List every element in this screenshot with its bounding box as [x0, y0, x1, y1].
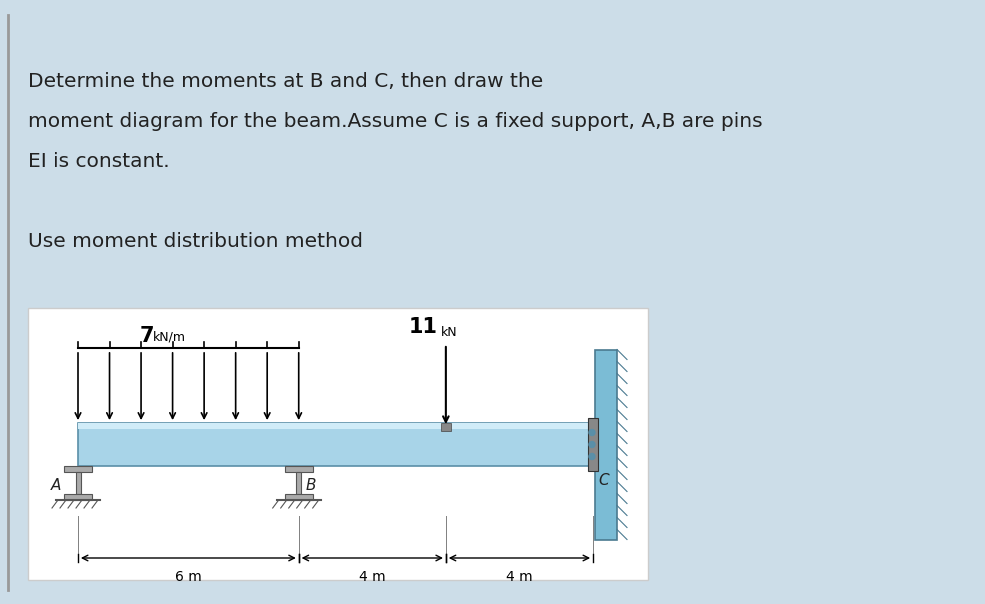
Bar — [441, 423, 451, 431]
Text: 4 m: 4 m — [359, 570, 385, 584]
Text: moment diagram for the beam.Assume C is a fixed support, A,B are pins: moment diagram for the beam.Assume C is … — [28, 112, 762, 131]
Bar — [285, 466, 312, 472]
Text: kN/m: kN/m — [153, 330, 186, 343]
Circle shape — [589, 429, 595, 435]
Text: 11: 11 — [409, 317, 438, 337]
Circle shape — [589, 454, 595, 460]
Text: C: C — [598, 473, 609, 488]
Text: A: A — [51, 478, 61, 493]
Text: Use moment distribution method: Use moment distribution method — [28, 232, 363, 251]
Bar — [64, 466, 92, 472]
Text: 6 m: 6 m — [175, 570, 202, 584]
Bar — [285, 494, 312, 500]
Bar — [595, 350, 617, 539]
Text: EI is constant.: EI is constant. — [28, 152, 169, 171]
Bar — [64, 494, 92, 500]
Bar — [78, 423, 593, 466]
Bar — [78, 423, 593, 429]
Text: 7: 7 — [140, 326, 155, 346]
Bar — [28, 308, 648, 580]
Text: B: B — [305, 478, 316, 493]
Bar — [296, 472, 301, 494]
Text: kN: kN — [441, 326, 457, 339]
Bar — [76, 472, 81, 494]
Text: 4 m: 4 m — [506, 570, 533, 584]
Bar — [588, 418, 598, 471]
Circle shape — [589, 442, 595, 448]
Text: Determine the moments at B and C, then draw the: Determine the moments at B and C, then d… — [28, 72, 544, 91]
